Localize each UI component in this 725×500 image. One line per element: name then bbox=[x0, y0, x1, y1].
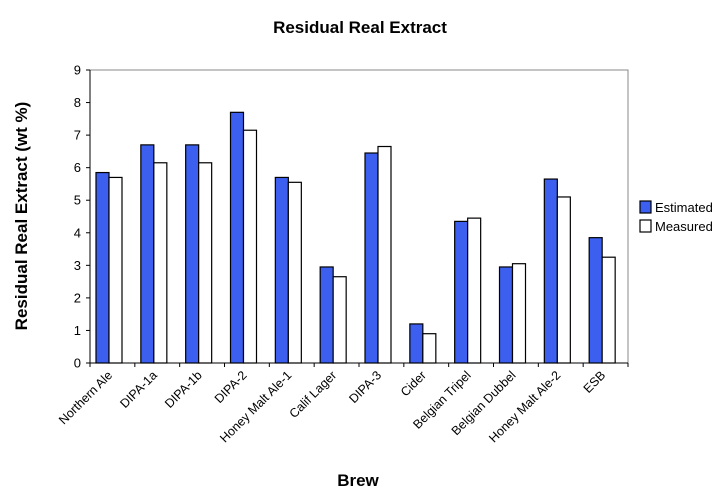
category-label: Cider bbox=[398, 368, 429, 399]
bar-estimated bbox=[409, 323, 424, 364]
bar-estimated bbox=[95, 171, 110, 364]
bar-measured bbox=[511, 263, 527, 364]
bar-measured bbox=[287, 181, 302, 364]
bar-estimated bbox=[140, 144, 155, 364]
bar-estimated bbox=[274, 176, 289, 364]
category-label: Northern Ale bbox=[56, 368, 115, 427]
y-tick-label: 4 bbox=[74, 225, 81, 240]
bar-estimated bbox=[185, 144, 200, 364]
category-label: DIPA-3 bbox=[346, 368, 384, 406]
y-tick-label: 5 bbox=[74, 193, 81, 208]
category-label: DIPA-2 bbox=[212, 368, 250, 406]
legend: Estimated Measured bbox=[639, 200, 713, 234]
y-tick-label: 6 bbox=[74, 160, 81, 175]
chart-title: Residual Real Extract bbox=[273, 18, 447, 37]
category-label: Calif Lager bbox=[287, 368, 340, 421]
bar-estimated bbox=[588, 237, 603, 364]
bar-estimated bbox=[498, 266, 514, 364]
bar-measured bbox=[422, 333, 437, 364]
y-tick-label: 3 bbox=[74, 258, 81, 273]
bar-measured bbox=[556, 196, 571, 364]
bar-estimated bbox=[364, 152, 379, 364]
y-tick-label: 2 bbox=[74, 290, 81, 305]
legend-swatch-measured bbox=[639, 219, 652, 233]
y-axis-title: Residual Real Extract (wt %) bbox=[12, 102, 31, 331]
category-label: DIPA-1b bbox=[162, 368, 205, 411]
bar-measured bbox=[601, 256, 616, 364]
bar-measured bbox=[108, 176, 123, 364]
y-tick-label: 8 bbox=[74, 95, 81, 110]
bar-estimated bbox=[229, 111, 245, 364]
legend-label-estimated: Estimated bbox=[655, 200, 713, 215]
x-axis-title: Brew bbox=[337, 471, 379, 490]
bar-estimated bbox=[319, 266, 334, 364]
category-label: DIPA-1a bbox=[117, 368, 160, 411]
y-tick-label: 7 bbox=[74, 128, 81, 143]
y-tick-label: 9 bbox=[74, 63, 81, 78]
bar-estimated bbox=[543, 178, 558, 364]
legend-label-measured: Measured bbox=[655, 219, 713, 234]
bar-measured bbox=[153, 162, 168, 364]
bar-measured bbox=[467, 217, 482, 364]
bar-measured bbox=[332, 276, 347, 364]
bar-estimated bbox=[454, 220, 469, 364]
bar-measured bbox=[377, 145, 392, 364]
category-label: ESB bbox=[581, 368, 609, 396]
y-tick-label: 0 bbox=[74, 356, 81, 371]
y-tick-label: 1 bbox=[74, 323, 81, 338]
bar-measured bbox=[198, 162, 213, 364]
legend-swatch-estimated bbox=[639, 200, 652, 214]
bar-measured bbox=[242, 129, 258, 364]
